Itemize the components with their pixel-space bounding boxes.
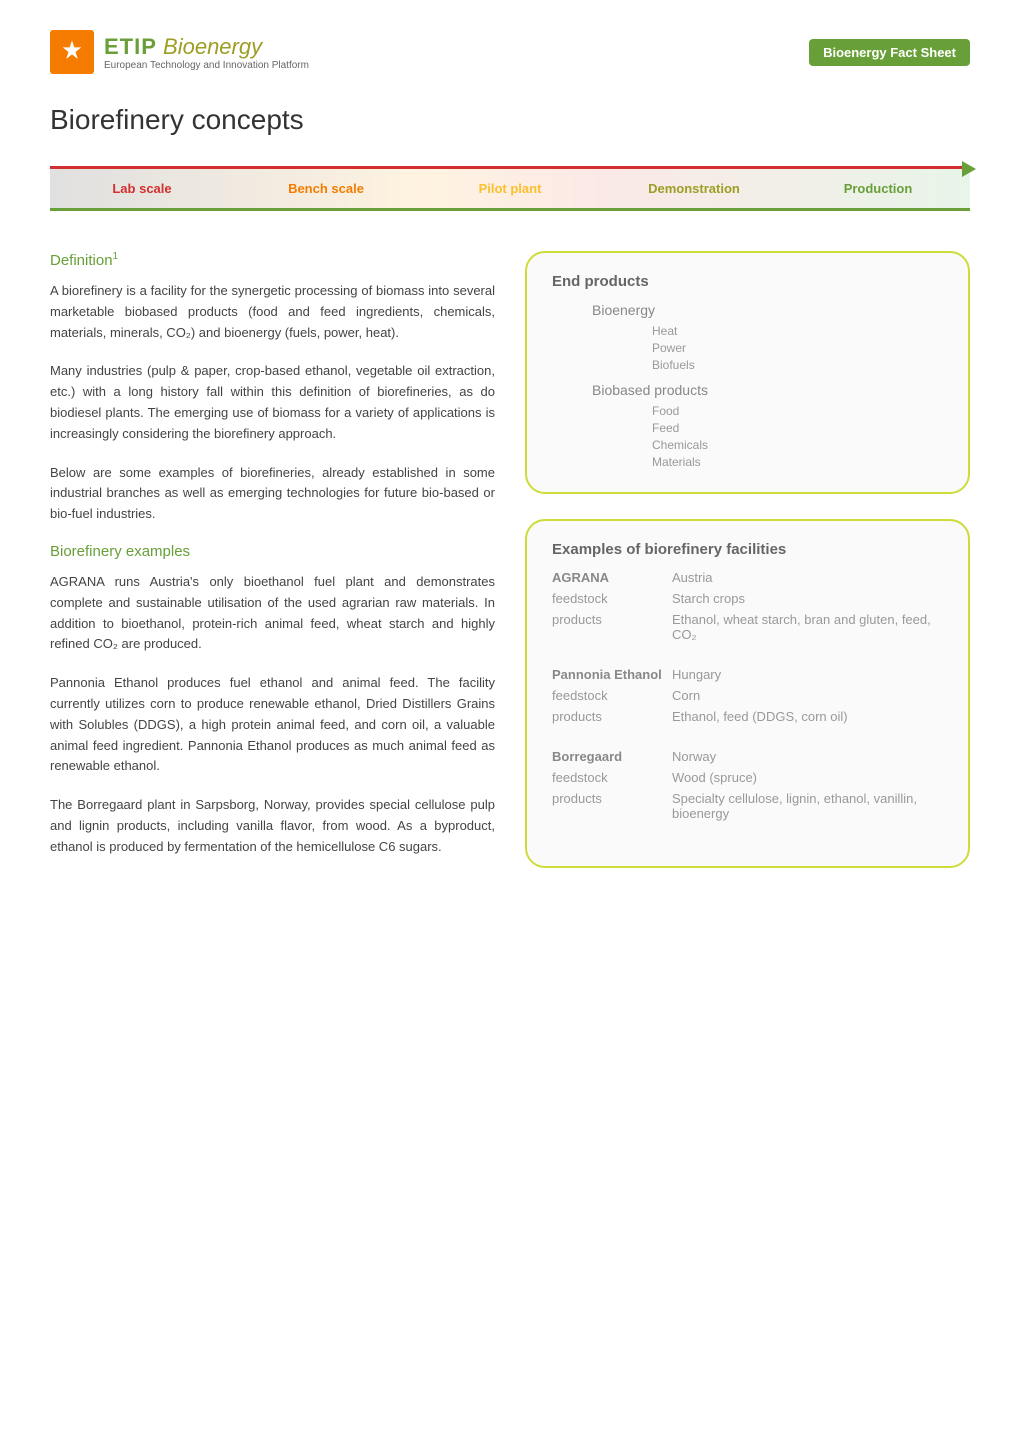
bioenergy-item-power: Power (652, 341, 943, 355)
logo-main: ETIP Bioenergy (104, 34, 309, 60)
logo-bioenergy: Bioenergy (163, 34, 262, 59)
scale-pilot: Pilot plant (418, 181, 602, 196)
feedstock-value: Wood (spruce) (672, 770, 943, 785)
examples-heading: Biorefinery examples (50, 543, 495, 560)
scale-lab: Lab scale (50, 181, 234, 196)
bioenergy-item-heat: Heat (652, 324, 943, 338)
feedstock-value: Corn (672, 688, 943, 703)
facility-borregaard: Borregaard Norway feedstock Wood (spruce… (552, 749, 943, 821)
table-row: feedstock Starch crops (552, 591, 943, 606)
facility-location: Austria (672, 570, 943, 585)
scale-bench: Bench scale (234, 181, 418, 196)
facility-name: AGRANA (552, 570, 672, 585)
feedstock-label: feedstock (552, 770, 672, 785)
definition-p3: Below are some examples of biorefineries… (50, 463, 495, 525)
facility-name: Borregaard (552, 749, 672, 764)
table-row: products Specialty cellulose, lignin, et… (552, 791, 943, 821)
facilities-title: Examples of biorefinery facilities (552, 541, 943, 558)
biobased-item-chemicals: Chemicals (652, 438, 943, 452)
logo: ETIP Bioenergy European Technology and I… (50, 30, 309, 74)
products-value: Ethanol, feed (DDGS, corn oil) (672, 709, 943, 724)
table-row: Pannonia Ethanol Hungary (552, 667, 943, 682)
logo-etip: ETIP (104, 34, 157, 59)
biobased-item-food: Food (652, 404, 943, 418)
arrow-icon (962, 161, 976, 177)
logo-text: ETIP Bioenergy European Technology and I… (104, 34, 309, 71)
examples-p1: AGRANA runs Austria's only bioethanol fu… (50, 572, 495, 655)
bioenergy-subheading: Bioenergy (592, 302, 943, 318)
scale-bar: Lab scale Bench scale Pilot plant Demons… (50, 166, 970, 211)
fact-sheet-badge: Bioenergy Fact Sheet (809, 39, 970, 66)
bioenergy-item-biofuels: Biofuels (652, 358, 943, 372)
definition-p2: Many industries (pulp & paper, crop-base… (50, 361, 495, 444)
examples-p2: Pannonia Ethanol produces fuel ethanol a… (50, 673, 495, 777)
definition-p1: A biorefinery is a facility for the syne… (50, 281, 495, 343)
logo-subtitle: European Technology and Innovation Platf… (104, 60, 309, 71)
definition-superscript: 1 (113, 251, 119, 262)
facility-pannonia: Pannonia Ethanol Hungary feedstock Corn … (552, 667, 943, 724)
products-value: Ethanol, wheat starch, bran and gluten, … (672, 612, 943, 642)
feedstock-label: feedstock (552, 591, 672, 606)
definition-heading-text: Definition (50, 252, 113, 269)
page-title: Biorefinery concepts (50, 104, 970, 136)
logo-icon (50, 30, 94, 74)
right-column: End products Bioenergy Heat Power Biofue… (525, 251, 970, 893)
facility-name: Pannonia Ethanol (552, 667, 672, 682)
scale-demo: Demonstration (602, 181, 786, 196)
feedstock-value: Starch crops (672, 591, 943, 606)
table-row: Borregaard Norway (552, 749, 943, 764)
facility-location: Norway (672, 749, 943, 764)
products-label: products (552, 709, 672, 724)
products-value: Specialty cellulose, lignin, ethanol, va… (672, 791, 943, 821)
left-column: Definition1 A biorefinery is a facility … (50, 251, 495, 893)
facility-location: Hungary (672, 667, 943, 682)
content-area: Definition1 A biorefinery is a facility … (50, 251, 970, 893)
table-row: feedstock Corn (552, 688, 943, 703)
feedstock-label: feedstock (552, 688, 672, 703)
examples-p3: The Borregaard plant in Sarpsborg, Norwa… (50, 795, 495, 857)
definition-heading: Definition1 (50, 251, 495, 269)
biobased-subheading: Biobased products (592, 382, 943, 398)
biobased-item-materials: Materials (652, 455, 943, 469)
end-products-box: End products Bioenergy Heat Power Biofue… (525, 251, 970, 494)
table-row: products Ethanol, wheat starch, bran and… (552, 612, 943, 642)
facility-agrana: AGRANA Austria feedstock Starch crops pr… (552, 570, 943, 642)
products-label: products (552, 791, 672, 821)
scale-prod: Production (786, 181, 970, 196)
end-products-title: End products (552, 273, 943, 290)
table-row: products Ethanol, feed (DDGS, corn oil) (552, 709, 943, 724)
biobased-item-feed: Feed (652, 421, 943, 435)
table-row: feedstock Wood (spruce) (552, 770, 943, 785)
table-row: AGRANA Austria (552, 570, 943, 585)
facilities-box: Examples of biorefinery facilities AGRAN… (525, 519, 970, 868)
products-label: products (552, 612, 672, 642)
page-header: ETIP Bioenergy European Technology and I… (50, 30, 970, 74)
